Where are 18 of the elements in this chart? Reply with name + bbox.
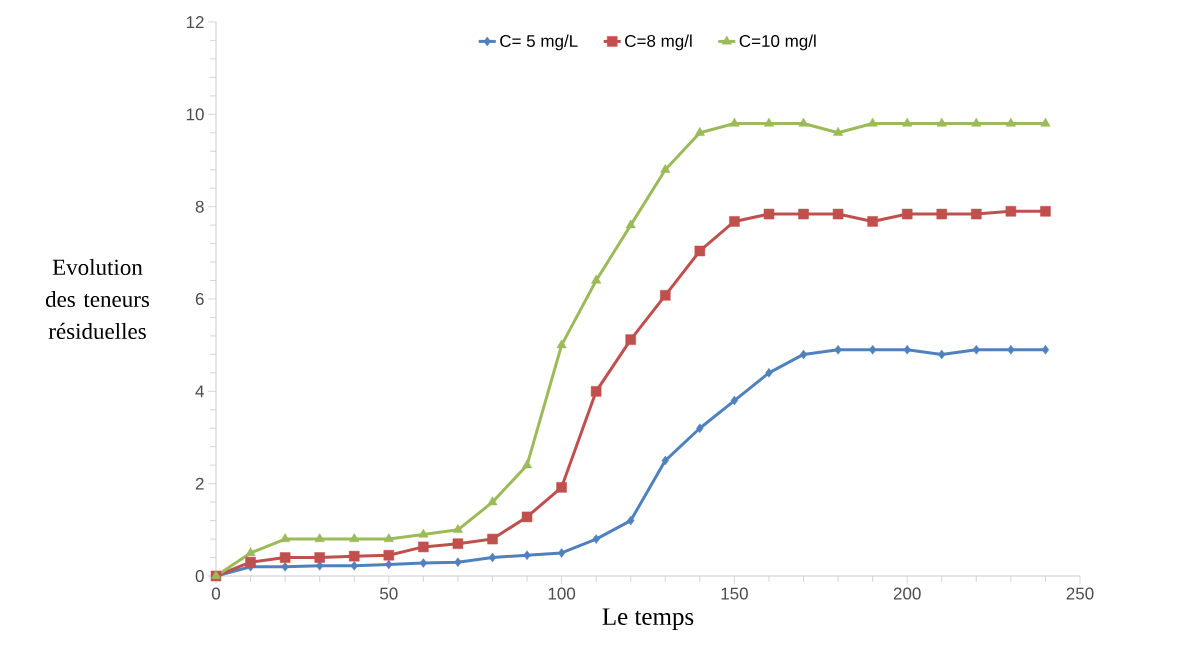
legend-label: C=10 mg/l — [739, 34, 816, 51]
y-tick-label: 4 — [195, 385, 204, 398]
x-tick-label: 150 — [721, 587, 748, 600]
y-tick-label: 2 — [195, 477, 204, 490]
x-axis-title: Le temps — [602, 608, 694, 631]
y-tick-label: 12 — [186, 16, 204, 28]
y-tick-label: 0 — [195, 569, 204, 583]
y-tick-label: 8 — [195, 200, 204, 213]
y-tick-label: 6 — [195, 292, 204, 306]
x-tick-label: 0 — [211, 587, 221, 600]
legend-label: C=8 mg/l — [625, 34, 692, 51]
legend-label: C= 5 mg/L — [500, 34, 578, 51]
x-tick-label: 250 — [1066, 587, 1094, 600]
x-tick-label: 50 — [380, 587, 398, 600]
y-tick-label: 10 — [186, 108, 204, 121]
y-axis-title: Evolution des teneurs résiduelles — [45, 258, 150, 340]
x-tick-label: 200 — [893, 587, 921, 600]
x-tick-label: 100 — [548, 587, 576, 600]
